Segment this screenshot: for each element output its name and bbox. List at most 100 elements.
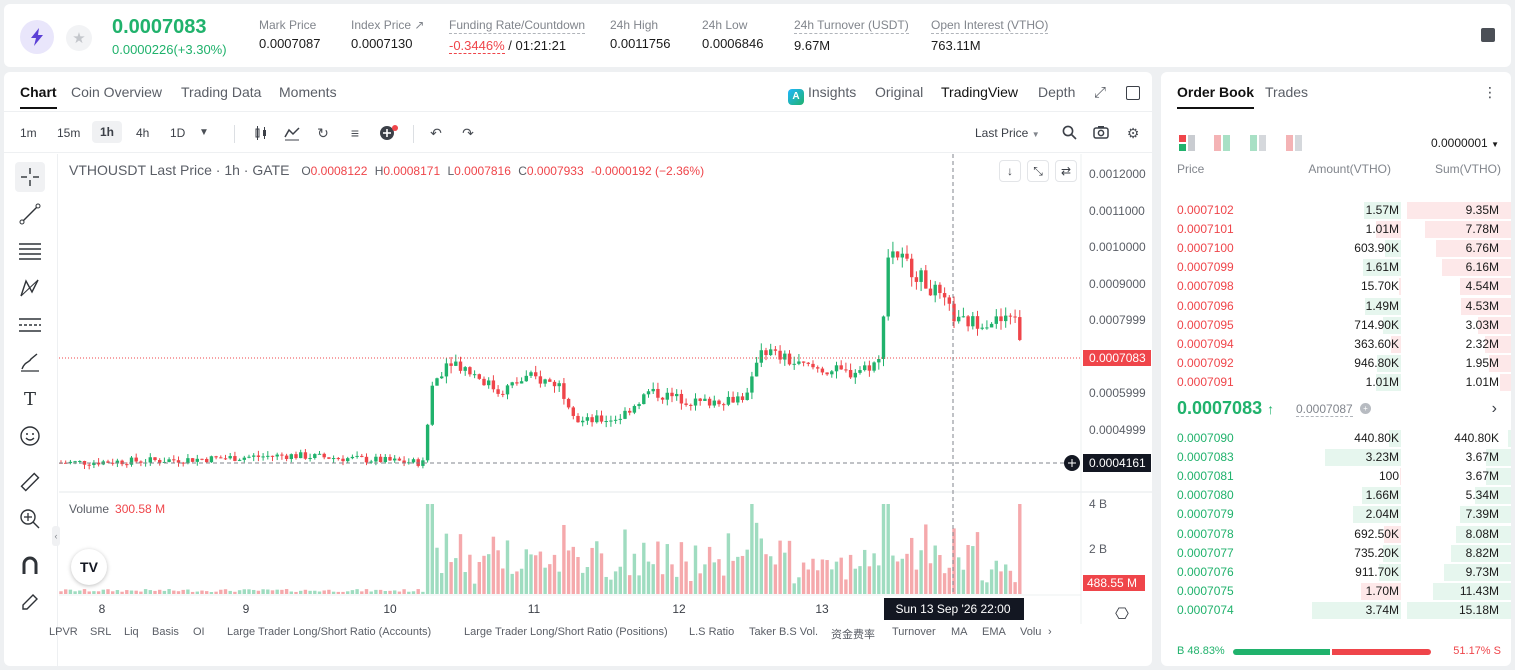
interval-1h[interactable]: 1h bbox=[92, 121, 123, 143]
favorite-star-icon[interactable]: ★ bbox=[66, 25, 92, 51]
ask-row[interactable]: 0.0007091 1.01M 1.01M bbox=[1161, 373, 1511, 392]
chart-settings-icon[interactable]: ⎔ bbox=[1115, 606, 1129, 623]
indicator-ma[interactable]: MA bbox=[951, 626, 968, 638]
zoom-in-icon[interactable] bbox=[15, 504, 45, 534]
ask-row[interactable]: 0.0007099 1.61M 6.16M bbox=[1161, 258, 1511, 277]
swap-pane-icon[interactable]: ⇄ bbox=[1055, 160, 1077, 182]
interval-1d[interactable]: 1D bbox=[170, 126, 186, 140]
bid-row[interactable]: 0.0007077 735.20K 8.82M bbox=[1161, 544, 1511, 563]
indicator-ls-positions[interactable]: Large Trader Long/Short Ratio (Positions… bbox=[464, 626, 668, 638]
book-both-icon[interactable] bbox=[1179, 135, 1195, 156]
interval-15m[interactable]: 15m bbox=[57, 126, 81, 140]
view-tradingview[interactable]: TradingView bbox=[941, 84, 1019, 100]
candlestick-svg[interactable]: 0.0012000 0.0011000 0.0010000 0.0009000 0.00… bbox=[59, 154, 1152, 624]
order-price: 0.0007098 bbox=[1177, 279, 1234, 294]
ask-row[interactable]: 0.0007094 363.60K 2.32M bbox=[1161, 335, 1511, 354]
add-indicator-icon[interactable] bbox=[379, 125, 398, 141]
ask-row[interactable]: 0.0007092 946.80K 1.95M bbox=[1161, 354, 1511, 373]
bid-row[interactable]: 0.0007078 692.50K 8.08M bbox=[1161, 525, 1511, 544]
pattern-icon[interactable] bbox=[15, 273, 45, 303]
bid-row[interactable]: 0.0007075 1.70M 11.43M bbox=[1161, 582, 1511, 601]
last-price: 0.0007083 bbox=[112, 16, 207, 38]
price-type-select[interactable]: Last Price ▼ bbox=[975, 126, 1040, 140]
ruler-icon[interactable] bbox=[15, 467, 45, 497]
indicator-volu[interactable]: Volu bbox=[1020, 626, 1042, 638]
tab-moments[interactable]: Moments bbox=[279, 84, 337, 100]
bid-row[interactable]: 0.0007090 440.80K 440.80K bbox=[1161, 429, 1511, 448]
ask-row[interactable]: 0.0007101 1.01M 7.78M bbox=[1161, 220, 1511, 239]
bid-row[interactable]: 0.0007079 2.04M 7.39M bbox=[1161, 505, 1511, 524]
tab-order-book[interactable]: Order Book bbox=[1177, 84, 1255, 109]
book-icon[interactable] bbox=[1481, 28, 1495, 42]
price-chart[interactable]: 0.0012000 0.0011000 0.0010000 0.0009000 0.00… bbox=[59, 154, 1152, 666]
stat-index-price[interactable]: Index Price ↗ 0.0007130 bbox=[351, 18, 425, 51]
ask-row[interactable]: 0.0007096 1.49M 4.53M bbox=[1161, 297, 1511, 316]
tab-coin-overview[interactable]: Coin Overview bbox=[71, 84, 163, 100]
indicators-icon[interactable] bbox=[284, 125, 300, 141]
view-depth[interactable]: Depth bbox=[1038, 84, 1076, 100]
chevron-right-icon[interactable]: › bbox=[1491, 400, 1497, 417]
bid-row[interactable]: 0.0007076 911.70K 9.73M bbox=[1161, 563, 1511, 582]
indicator-srl[interactable]: SRL bbox=[90, 626, 112, 638]
chevron-down-icon[interactable]: ▼ bbox=[199, 127, 209, 138]
brush-icon[interactable] bbox=[15, 347, 45, 377]
view-insights[interactable]: A Insights bbox=[788, 84, 856, 105]
window-icon[interactable] bbox=[1126, 86, 1140, 100]
magnet-icon[interactable] bbox=[15, 550, 45, 580]
bid-row[interactable]: 0.0007080 1.66M 5.34M bbox=[1161, 486, 1511, 505]
ask-row[interactable]: 0.0007102 1.57M 9.35M bbox=[1161, 201, 1511, 220]
refresh-icon[interactable]: ↻ bbox=[317, 125, 329, 141]
pencil-lock-icon[interactable] bbox=[15, 587, 45, 617]
tab-trades[interactable]: Trades bbox=[1265, 84, 1309, 100]
search-icon[interactable] bbox=[1061, 125, 1077, 141]
fib-lines-icon[interactable] bbox=[15, 236, 45, 266]
volume-bar bbox=[501, 568, 505, 594]
indicator-turnover[interactable]: Turnover bbox=[892, 626, 936, 638]
collapse-pane-icon[interactable]: ⤡ bbox=[1027, 160, 1049, 182]
volume-bar bbox=[557, 571, 561, 594]
tradingview-logo[interactable]: TV bbox=[71, 549, 107, 585]
volume-bar bbox=[792, 583, 796, 594]
bid-row[interactable]: 0.0007074 3.74M 15.18M bbox=[1161, 601, 1511, 620]
more-options-icon[interactable]: ⋮ bbox=[1483, 84, 1497, 100]
undo-icon[interactable]: ↶ bbox=[430, 125, 442, 141]
templates-icon[interactable]: ≡ bbox=[350, 125, 360, 141]
gear-icon[interactable]: ⚙ bbox=[1126, 125, 1140, 141]
indicator-ema[interactable]: EMA bbox=[982, 626, 1006, 638]
indicator-ls-accounts[interactable]: Large Trader Long/Short Ratio (Accounts) bbox=[227, 626, 432, 638]
indicator-ls-ratio[interactable]: L.S Ratio bbox=[689, 626, 735, 638]
ask-row[interactable]: 0.0007098 15.70K 4.54M bbox=[1161, 277, 1511, 296]
indicator-liq[interactable]: Liq bbox=[124, 626, 139, 638]
indicator-funding-rate[interactable]: 资金费率 bbox=[831, 629, 875, 641]
book-both-alt-icon[interactable] bbox=[1214, 135, 1230, 156]
indicator-oi[interactable]: OI bbox=[193, 626, 205, 638]
view-original[interactable]: Original bbox=[875, 84, 924, 100]
chevron-right-icon[interactable]: › bbox=[1048, 626, 1052, 638]
crosshair-icon[interactable] bbox=[15, 162, 45, 192]
camera-icon[interactable] bbox=[1093, 125, 1109, 141]
scroll-down-icon[interactable]: ↓ bbox=[999, 160, 1021, 182]
book-asks-icon[interactable] bbox=[1286, 135, 1302, 156]
tab-chart[interactable]: Chart bbox=[20, 84, 57, 109]
expand-icon[interactable]: ⤢ bbox=[1094, 84, 1107, 101]
candle bbox=[327, 457, 331, 459]
book-bids-icon[interactable] bbox=[1250, 135, 1266, 156]
text-tool-icon[interactable]: T bbox=[23, 388, 36, 410]
indicator-lpvr[interactable]: LPVR bbox=[49, 626, 78, 638]
collapse-toolbar-icon[interactable]: ‹ bbox=[52, 526, 60, 546]
forecast-icon[interactable] bbox=[15, 310, 45, 340]
indicator-taker-vol[interactable]: Taker B.S Vol. bbox=[749, 626, 819, 638]
trend-line-icon[interactable] bbox=[15, 199, 45, 229]
interval-4h[interactable]: 4h bbox=[136, 126, 150, 140]
bid-row[interactable]: 0.0007083 3.23M 3.67M bbox=[1161, 448, 1511, 467]
tab-trading-data[interactable]: Trading Data bbox=[181, 84, 262, 100]
candle-type-icon[interactable] bbox=[253, 125, 269, 141]
interval-1m[interactable]: 1m bbox=[20, 126, 37, 140]
ask-row[interactable]: 0.0007095 714.90K 3.03M bbox=[1161, 316, 1511, 335]
ask-row[interactable]: 0.0007100 603.90K 6.76M bbox=[1161, 239, 1511, 258]
indicator-basis[interactable]: Basis bbox=[152, 626, 179, 638]
redo-icon[interactable]: ↷ bbox=[462, 125, 474, 141]
precision-select[interactable]: 0.0000001 ▼ bbox=[1431, 136, 1499, 150]
bid-row[interactable]: 0.0007081 100 3.67M bbox=[1161, 467, 1511, 486]
emoji-icon[interactable] bbox=[15, 421, 45, 451]
